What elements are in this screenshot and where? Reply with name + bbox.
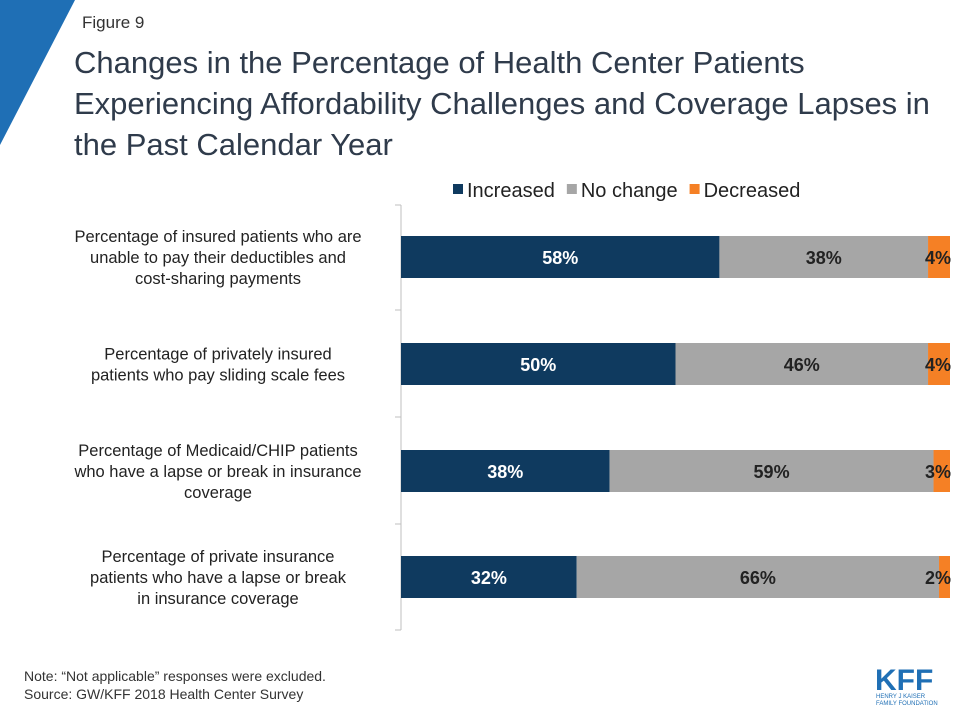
logo-line-1: HENRY J KAISER — [876, 694, 926, 700]
data-label: 4% — [925, 248, 951, 268]
data-label: 2% — [925, 568, 951, 588]
legend-swatch — [453, 184, 463, 194]
legend-label: No change — [581, 180, 678, 202]
bar-no-change — [609, 450, 934, 492]
data-label: 50% — [520, 355, 556, 375]
corner-accent — [0, 0, 75, 145]
bar-decreased — [928, 343, 950, 385]
bar-decreased — [933, 450, 950, 492]
legend-label: Increased — [467, 180, 555, 202]
note-text: Note: “Not applicable” responses were ex… — [24, 668, 326, 684]
source-text: Source: GW/KFF 2018 Health Center Survey — [24, 686, 304, 702]
legend-swatch — [689, 184, 700, 194]
stacked-bar-chart: Percentage of insured patients who are un… — [73, 180, 951, 631]
category-label: Percentage of insured patients who are un… — [74, 228, 361, 288]
bar-no-change — [576, 556, 940, 598]
category-label: Percentage of Medicaid/CHIP patients who … — [73, 442, 361, 502]
bar-no-change — [675, 343, 929, 385]
kff-logo: KFF HENRY J KAISER FAMILY FOUNDATION — [875, 664, 938, 707]
data-label: 38% — [487, 462, 523, 482]
bar-increased — [401, 450, 610, 492]
bar-no-change — [719, 236, 929, 278]
bar-increased — [401, 343, 676, 385]
legend-label: Decreased — [704, 180, 801, 202]
data-label: 3% — [925, 462, 951, 482]
data-label: 59% — [754, 462, 790, 482]
category-label: Percentage of privately insured patients … — [91, 346, 345, 385]
category-label: Percentage of private insurance patients … — [90, 548, 347, 608]
figure-label: Figure 9 — [82, 13, 145, 32]
bar-increased — [401, 556, 577, 598]
bar-increased — [401, 236, 720, 278]
data-label: 4% — [925, 355, 951, 375]
data-label: 46% — [784, 355, 820, 375]
chart-title: Changes in the Percentage of Health Cent… — [74, 45, 930, 162]
logo-line-2: FAMILY FOUNDATION — [876, 701, 938, 707]
logo-mark: KFF — [875, 664, 933, 697]
data-label: 38% — [806, 248, 842, 268]
bar-decreased — [939, 556, 950, 598]
legend-swatch — [566, 184, 577, 194]
data-label: 58% — [542, 248, 578, 268]
data-label: 32% — [471, 568, 507, 588]
bar-decreased — [928, 236, 950, 278]
footnote: Note: “Not applicable” responses were ex… — [24, 667, 326, 703]
data-label: 66% — [740, 568, 776, 588]
